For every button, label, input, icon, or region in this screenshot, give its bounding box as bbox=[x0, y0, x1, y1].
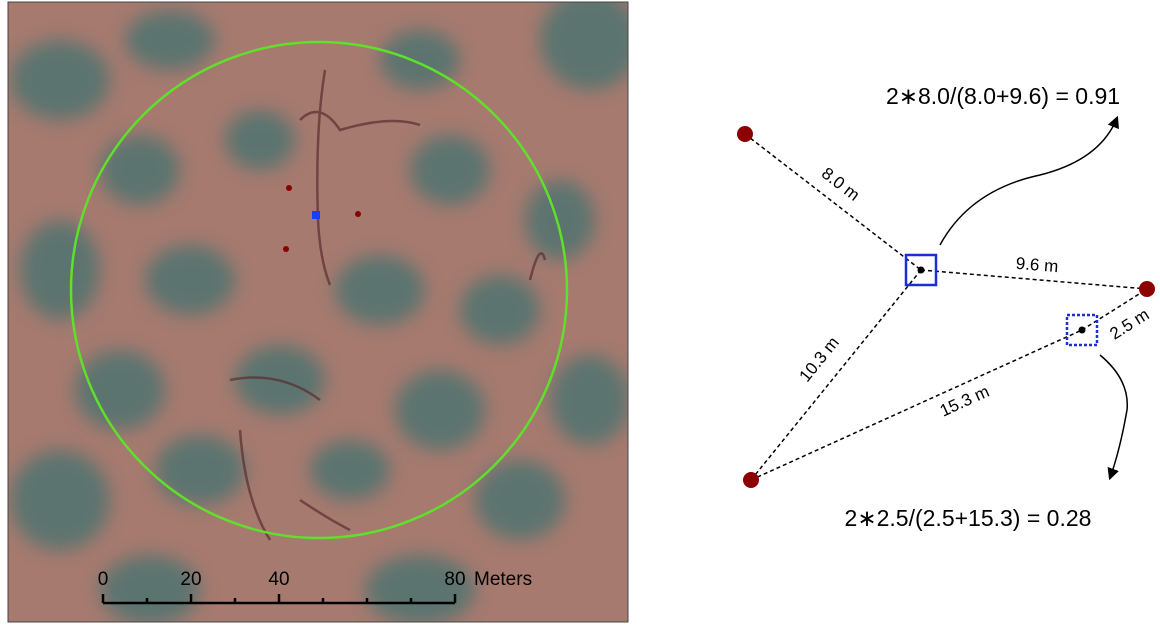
tree-point bbox=[355, 211, 361, 217]
figure: 0 20 40 80 Meters 8.0 m 9.6 m 10.3 m 15.… bbox=[0, 0, 1160, 627]
formula: 2∗8.0/(8.0+9.6) = 0.91 bbox=[886, 83, 1120, 109]
scale-label: 0 bbox=[98, 569, 109, 590]
sample-center bbox=[1079, 327, 1086, 334]
scale-label: 20 bbox=[180, 569, 201, 590]
tree bbox=[743, 472, 759, 488]
distance-label: 10.3 m bbox=[795, 333, 842, 385]
formula: 2∗2.5/(2.5+15.3) = 0.28 bbox=[845, 505, 1092, 531]
sample-point bbox=[312, 211, 320, 219]
scale-label: 40 bbox=[268, 569, 289, 590]
tree-point bbox=[283, 246, 289, 252]
distance-label: 8.0 m bbox=[818, 164, 863, 205]
distance-label: 15.3 m bbox=[937, 382, 992, 421]
arrow bbox=[1100, 355, 1127, 478]
tree bbox=[1139, 281, 1155, 297]
scale-label: 80 bbox=[444, 569, 465, 590]
arrow bbox=[940, 118, 1117, 245]
scale-unit: Meters bbox=[474, 569, 532, 590]
sample-center bbox=[918, 267, 925, 274]
tree bbox=[737, 126, 753, 142]
tree-point bbox=[286, 185, 292, 191]
aerial-image bbox=[8, 0, 640, 625]
distance-lines bbox=[745, 134, 1147, 480]
distance-label: 9.6 m bbox=[1015, 254, 1059, 276]
